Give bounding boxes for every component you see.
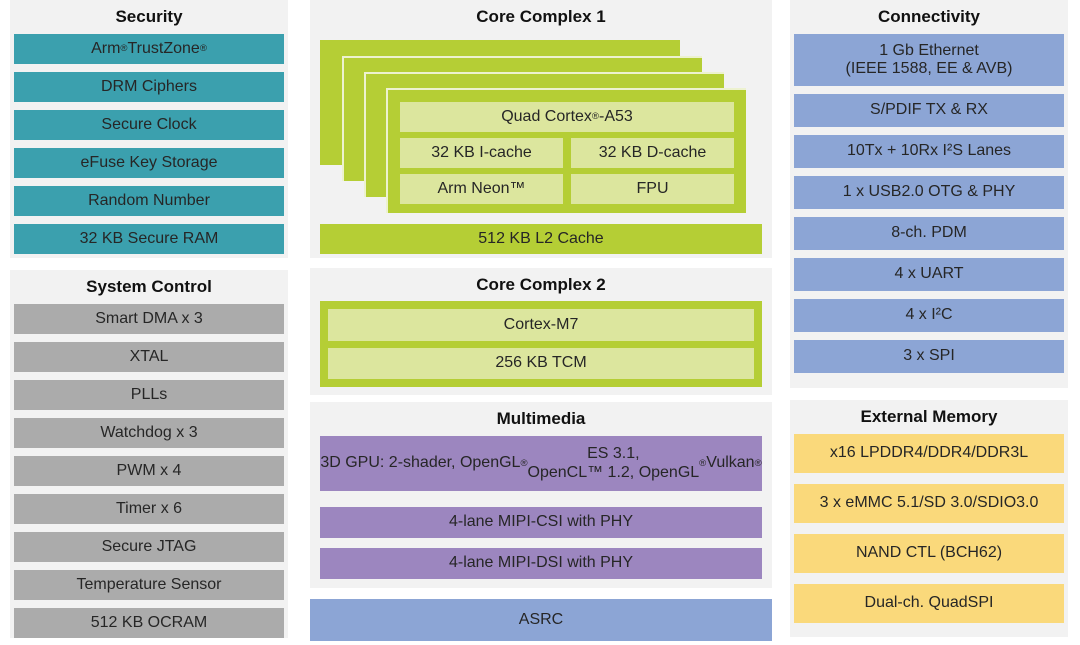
asrc-block: ASRC [310,599,772,641]
secure-ram-block: 32 KB Secure RAM [14,224,284,254]
external-memory-blocks: x16 LPDDR4/DDR4/DDR3L 3 x eMMC 5.1/SD 3.… [790,434,1068,623]
watchdog-block: Watchdog x 3 [14,418,284,448]
i2c-block: 4 x I²C [794,299,1064,332]
secure-jtag-block: Secure JTAG [14,532,284,562]
core-complex-1-title: Core Complex 1 [476,7,606,26]
core-complex-2-panel: Core Complex 2 Cortex-M7 256 KB TCM [310,268,772,395]
plls-block: PLLs [14,380,284,410]
connectivity-title: Connectivity [877,7,981,26]
core-complex-1-panel: Core Complex 1 Quad Cortex ® -A53 32 KB I-… [310,0,772,258]
lpddr4-block: x16 LPDDR4/DDR4/DDR3L [794,434,1064,473]
security-blocks: Arm ® TrustZone ® DRM Ciphers Secure Clock… [10,34,288,254]
mipi-csi-block: 4-lane MIPI-CSI with PHY [320,507,762,538]
system-control-title: System Control [86,277,212,296]
external-memory-title: External Memory [860,407,998,426]
gpu-block: 3D GPU: 2-shader, OpenGL ® ES 3.1, OpenCL… [320,436,762,491]
usb-otg-block: 1 x USB2.0 OTG & PHY [794,176,1064,209]
random-number-block: Random Number [14,186,284,216]
i2s-lanes-block: 10Tx + 10Rx I²S Lanes [794,135,1064,168]
efuse-key-storage-block: eFuse Key Storage [14,148,284,178]
system-control-panel: System Control Smart DMA x 3 XTAL PLLs W… [10,270,288,638]
pdm-block: 8-ch. PDM [794,217,1064,250]
quad-cortex-a53-block: Quad Cortex ® -A53 [400,102,734,132]
smart-dma-block: Smart DMA x 3 [14,304,284,334]
icache-block: 32 KB I-cache [400,138,563,168]
arm-trustzone-block: Arm ® TrustZone ® [14,34,284,64]
ocram-block: 512 KB OCRAM [14,608,284,638]
connectivity-blocks: 1 Gb Ethernet (IEEE 1588, EE & AVB) S/PD… [790,34,1068,373]
nand-ctl-block: NAND CTL (BCH62) [794,534,1064,573]
xtal-block: XTAL [14,342,284,372]
l2-cache-block: 512 KB L2 Cache [320,224,762,254]
multimedia-title: Multimedia [496,409,586,428]
quadspi-block: Dual-ch. QuadSPI [794,584,1064,623]
ethernet-block: 1 Gb Ethernet (IEEE 1588, EE & AVB) [794,34,1064,86]
arm-neon-block: Arm Neon™ [400,174,563,204]
security-title: Security [115,7,183,26]
cpu-core-grid: Quad Cortex ® -A53 32 KB I-cache 32 KB D-c… [388,90,746,213]
spdif-block: S/PDIF TX & RX [794,94,1064,127]
external-memory-panel: External Memory x16 LPDDR4/DDR4/DDR3L 3 … [790,400,1068,637]
connectivity-panel: Connectivity 1 Gb Ethernet (IEEE 1588, E… [790,0,1068,388]
drm-ciphers-block: DRM Ciphers [14,72,284,102]
tcm-block: 256 KB TCM [328,347,754,379]
mipi-dsi-block: 4-lane MIPI-DSI with PHY [320,548,762,579]
temperature-sensor-block: Temperature Sensor [14,570,284,600]
dcache-block: 32 KB D-cache [571,138,734,168]
emmc-sd-block: 3 x eMMC 5.1/SD 3.0/SDIO3.0 [794,484,1064,523]
pwm-block: PWM x 4 [14,456,284,486]
fpu-block: FPU [571,174,734,204]
timer-block: Timer x 6 [14,494,284,524]
security-panel: Security Arm ® TrustZone ® DRM Ciphers Sec… [10,0,288,258]
secure-clock-block: Secure Clock [14,110,284,140]
system-control-blocks: Smart DMA x 3 XTAL PLLs Watchdog x 3 PWM… [10,304,288,638]
uart-block: 4 x UART [794,258,1064,291]
core-complex-2-box: Cortex-M7 256 KB TCM [320,301,762,387]
cpu-core-card-4: Quad Cortex ® -A53 32 KB I-cache 32 KB D-c… [386,88,746,213]
core-complex-2-title: Core Complex 2 [476,275,606,294]
multimedia-panel: Multimedia 3D GPU: 2-shader, OpenGL ® ES … [310,402,772,588]
spi-block: 3 x SPI [794,340,1064,373]
cortex-m7-block: Cortex-M7 [328,309,754,341]
